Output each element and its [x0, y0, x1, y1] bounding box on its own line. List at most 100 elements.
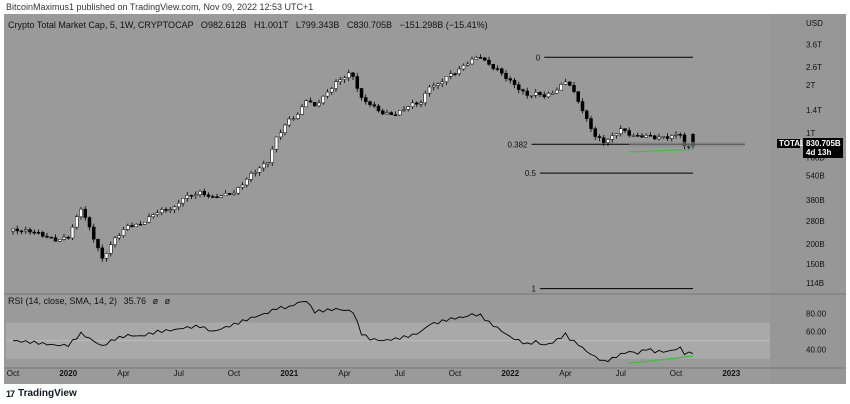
rsi-axis-tick: 40.00: [806, 346, 827, 355]
candle: [15, 225, 19, 235]
candle-body: [457, 68, 461, 75]
candle: [355, 73, 359, 92]
candle-body: [49, 236, 53, 239]
candle: [491, 63, 495, 71]
candle: [334, 79, 338, 92]
candle: [249, 170, 253, 183]
candle: [432, 82, 436, 91]
candle: [53, 234, 58, 242]
time-axis-tick: Jul: [395, 369, 405, 378]
candle-body: [453, 73, 457, 75]
candle-body: [87, 217, 92, 228]
candle-body: [228, 193, 232, 195]
candle: [572, 81, 576, 94]
candle-body: [619, 128, 623, 134]
candle-body: [636, 135, 640, 137]
candle: [563, 78, 568, 85]
candle: [274, 136, 279, 153]
candle-body: [194, 194, 198, 197]
candle: [83, 206, 87, 221]
legend-open: O982.612B: [200, 20, 247, 30]
candle: [508, 76, 512, 84]
tradingview-logo-icon: 17: [6, 388, 15, 399]
candle-body: [678, 134, 682, 136]
candle: [96, 238, 100, 252]
candle-body: [410, 102, 415, 107]
candle-body: [202, 190, 206, 196]
candle: [449, 70, 453, 80]
candle-body: [28, 229, 32, 233]
candle: [198, 189, 202, 198]
candle: [542, 91, 546, 99]
candle: [177, 199, 181, 211]
candle-body: [653, 135, 657, 140]
candle-body: [41, 232, 45, 237]
candle-body: [83, 208, 87, 218]
tradingview-footer[interactable]: 17 TradingView: [6, 388, 77, 399]
candle-body: [219, 195, 223, 198]
publish-attribution: BitcoinMaximus1 published on TradingView…: [6, 2, 314, 12]
candle: [325, 88, 330, 99]
candle-body: [368, 101, 372, 105]
candle-body: [121, 229, 126, 236]
candle-body: [177, 202, 181, 208]
candle-body: [164, 209, 168, 211]
candle-body: [117, 235, 121, 239]
candle-body: [359, 88, 364, 98]
candle: [640, 133, 644, 138]
tradingview-brand: TradingView: [18, 388, 77, 399]
candle-body: [644, 135, 648, 138]
chart-frame[interactable]: [4, 14, 846, 384]
candle: [648, 132, 653, 137]
candle: [206, 192, 211, 199]
candle: [538, 91, 542, 98]
candle-body: [640, 135, 644, 138]
candle-body: [262, 163, 266, 169]
candle: [11, 228, 15, 235]
candle-body: [189, 195, 194, 197]
candle-body: [538, 91, 542, 95]
candle: [70, 224, 75, 241]
time-axis-tick: Apr: [117, 369, 130, 378]
candle-body: [130, 225, 134, 227]
candle: [185, 191, 189, 202]
time-axis-tick: Apr: [338, 369, 351, 378]
candle: [24, 226, 28, 235]
candle-body: [11, 228, 15, 232]
candle-body: [568, 81, 572, 86]
candle-body: [521, 89, 525, 92]
candle: [359, 88, 364, 101]
candle-body: [223, 193, 228, 197]
candle: [245, 177, 249, 188]
candle-body: [198, 190, 202, 195]
candle-body: [79, 208, 83, 217]
candle-body: [385, 112, 389, 115]
candle-body: [36, 232, 41, 234]
candle-body: [393, 114, 398, 117]
candle-body: [593, 128, 597, 137]
candle-body: [419, 102, 423, 105]
candle: [470, 56, 474, 65]
candle: [610, 132, 614, 143]
price-axis-tick: 150B: [806, 260, 825, 269]
candle: [347, 69, 351, 82]
candle: [121, 226, 126, 238]
candle: [172, 205, 177, 214]
candle-body: [100, 247, 104, 259]
candle-body: [478, 57, 483, 59]
candle: [236, 186, 240, 195]
candle: [104, 252, 109, 262]
candle: [619, 125, 623, 137]
candle-body: [160, 209, 164, 213]
candle-body: [602, 137, 606, 143]
time-axis-tick: 2021: [280, 369, 298, 378]
candle-body: [572, 85, 576, 92]
candle: [661, 136, 665, 140]
candle: [19, 229, 24, 235]
candle: [398, 109, 402, 116]
candle-body: [597, 136, 602, 138]
candle: [653, 134, 657, 141]
candle-body: [317, 102, 321, 107]
fib-level-label: 0.382: [507, 140, 528, 149]
